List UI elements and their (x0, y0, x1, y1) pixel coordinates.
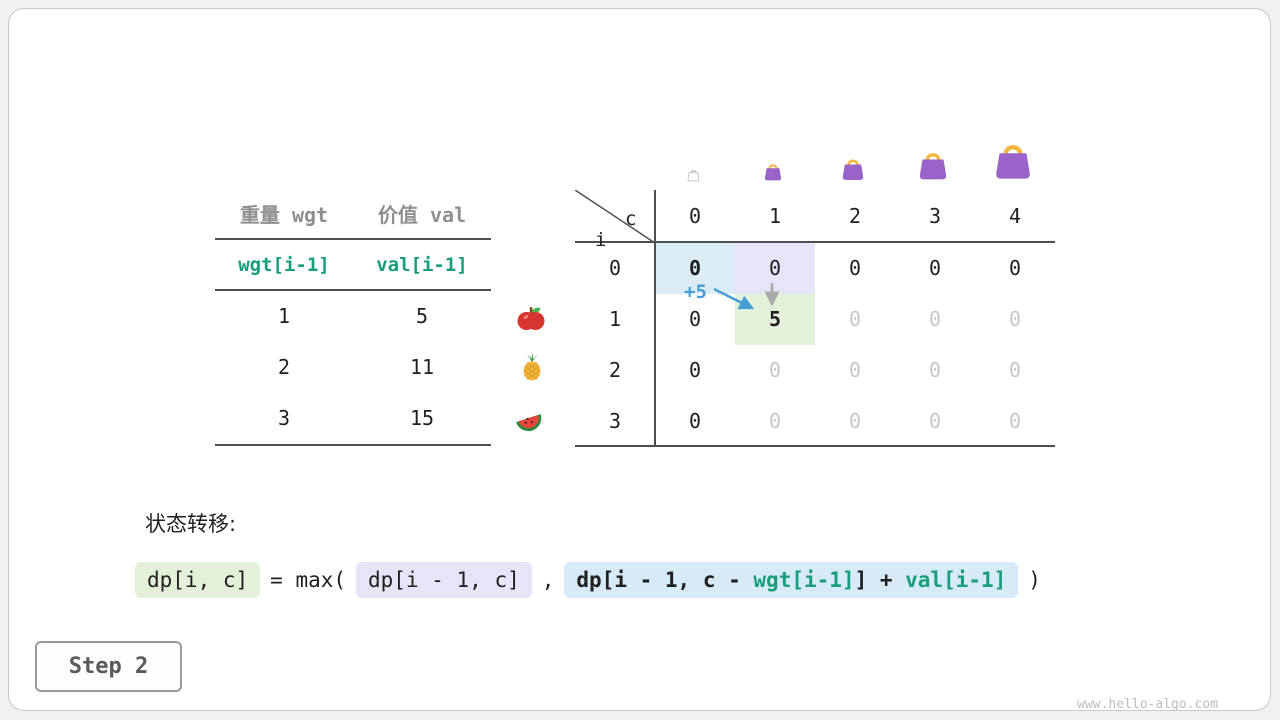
diagonal-divider (575, 190, 655, 243)
formula-operator: = max( (270, 568, 347, 592)
dp-cell: 0 (768, 409, 782, 433)
value-cell: 15 (409, 406, 435, 430)
apple-icon (517, 307, 545, 330)
dp-row-0: 0 0 0 0 0 0 (575, 243, 1055, 294)
formula-option1-term: dp[i - 1, c] (356, 562, 532, 598)
dp-cell: 0 (688, 307, 702, 331)
dp-cell: 0 (1008, 307, 1022, 331)
weight-formula-cell: wgt[i-1] (238, 254, 330, 276)
option2-part1: dp[i - 1, c - (576, 568, 754, 592)
dp-row-label: 0 (608, 256, 622, 280)
value-cell: 5 (415, 304, 429, 328)
bag-icon-empty (687, 170, 700, 182)
weights-table-header: 重量 wgt 价值 val (215, 190, 491, 240)
step-badge: Step 2 (35, 641, 182, 692)
pineapple-icon (523, 353, 541, 381)
dp-cell: 0 (848, 307, 862, 331)
weights-values-table: 重量 wgt 价值 val wgt[i-1] val[i-1] 1 5 2 11… (215, 190, 491, 446)
dp-cell: 0 (1008, 256, 1022, 280)
dp-table-header-row: i c 0 1 2 3 4 (575, 190, 1055, 251)
transition-arrows (713, 283, 780, 310)
step-label: Step 2 (68, 654, 149, 679)
watermark: www.hello-algo.com (1077, 697, 1218, 712)
dp-col-header: 4 (1008, 204, 1022, 228)
dp-col-header: 3 (928, 204, 942, 228)
dp-col-header: 0 (688, 204, 702, 228)
dp-row-label: 3 (608, 409, 622, 433)
col-axis-label: c (625, 208, 637, 230)
dp-row-2: 2 0 0 0 0 0 (575, 345, 1055, 396)
value-formula-cell: val[i-1] (376, 254, 468, 276)
bag-icon-1 (764, 164, 782, 181)
formula-separator: , (541, 568, 555, 592)
dp-cell: 0 (688, 358, 702, 382)
dp-cell: 0 (848, 256, 862, 280)
watermelon-icon (516, 414, 542, 432)
dp-row-3: 3 0 0 0 0 0 (575, 396, 1055, 447)
dp-cell: 0 (735, 243, 815, 294)
bag-icon-4 (996, 145, 1030, 179)
dp-axis-corner: i c (575, 190, 655, 251)
plus-five-annotation: +5 (684, 281, 707, 303)
dp-cell: 0 (928, 358, 942, 382)
dp-cell: 0 (688, 409, 702, 433)
dp-row-label: 2 (608, 358, 622, 382)
weights-table-formula-row: wgt[i-1] val[i-1] (215, 240, 491, 291)
dp-col-header: 2 (848, 204, 862, 228)
table-row: 3 15 (215, 393, 491, 444)
dp-cell: 0 (1008, 358, 1022, 382)
blue-transition-arrow (713, 287, 755, 310)
value-cell: 11 (409, 355, 435, 379)
value-column-header: 价值 val (377, 203, 467, 227)
bag-icon-3 (919, 153, 947, 180)
formula-option2-term: dp[i - 1, c - wgt[i-1]] + val[i-1] (564, 562, 1019, 598)
dp-cell: 0 (928, 256, 942, 280)
formula-result-term: dp[i, c] (135, 562, 261, 598)
dp-cell: 0 (928, 409, 942, 433)
weight-cell: 2 (277, 355, 291, 379)
dp-cell: 0 (848, 358, 862, 382)
dp-table-vertical-divider (654, 190, 656, 447)
weight-column-header: 重量 wgt (239, 203, 329, 227)
weight-cell: 1 (277, 304, 291, 328)
dp-cell: 0 (848, 409, 862, 433)
option2-wgt-term: wgt[i-1] (753, 568, 855, 592)
table-row: 2 11 (215, 342, 491, 393)
dp-cell: 0 (768, 358, 782, 382)
formula-closing-paren: ) (1028, 568, 1041, 592)
dp-cell: 0 (655, 243, 735, 294)
bag-icon-2 (842, 159, 864, 180)
table-row: 1 5 (215, 291, 491, 342)
dp-col-header: 1 (768, 204, 782, 228)
row-axis-label: i (595, 229, 607, 251)
dp-cell: 0 (1008, 409, 1022, 433)
dp-row-label: 1 (608, 307, 622, 331)
option2-part3: ] + (854, 568, 906, 592)
dp-table: i c 0 1 2 3 4 0 0 0 0 0 0 1 0 5 0 0 0 2 (575, 190, 1055, 447)
transition-title: 状态转移: (145, 512, 237, 536)
option2-val-term: val[i-1] (905, 568, 1007, 592)
dp-cell: 0 (928, 307, 942, 331)
weight-cell: 3 (277, 406, 291, 430)
transition-formula: dp[i, c] = max( dp[i - 1, c] , dp[i - 1,… (135, 562, 1041, 598)
